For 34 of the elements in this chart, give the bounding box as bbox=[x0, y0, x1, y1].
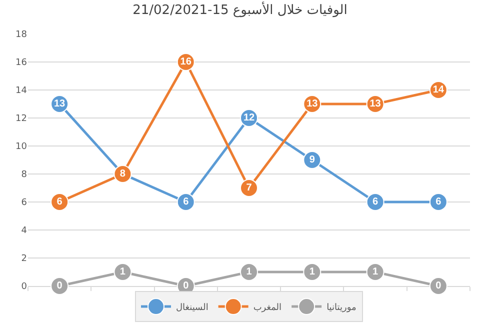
data-label: 6 bbox=[436, 196, 442, 208]
data-label: 1 bbox=[309, 266, 316, 278]
y-tick-label: 2 bbox=[21, 254, 27, 264]
y-tick-label: 16 bbox=[16, 58, 28, 68]
data-label: 12 bbox=[243, 112, 255, 124]
data-label: 6 bbox=[372, 196, 379, 208]
data-label: 7 bbox=[246, 182, 252, 194]
y-tick-label: 0 bbox=[21, 282, 28, 292]
chart-title: الوفيات خلال الأسبوع 15-21/02/2021 bbox=[132, 1, 348, 18]
data-label: 0 bbox=[183, 280, 190, 292]
data-label: 0 bbox=[56, 280, 63, 292]
data-label: 8 bbox=[120, 168, 126, 180]
data-label: 13 bbox=[370, 98, 382, 110]
data-label: 6 bbox=[183, 196, 190, 208]
y-tick-label: 6 bbox=[21, 198, 28, 208]
data-label: 14 bbox=[432, 84, 444, 96]
legend-label: السينغال bbox=[176, 303, 208, 314]
data-label: 1 bbox=[246, 266, 252, 278]
legend-label: موريتانيا bbox=[326, 303, 356, 314]
y-tick-label: 18 bbox=[16, 30, 28, 40]
data-label: 9 bbox=[309, 154, 316, 166]
data-label: 16 bbox=[180, 56, 192, 68]
data-label: 1 bbox=[372, 266, 379, 278]
y-tick-label: 8 bbox=[21, 170, 28, 180]
y-tick-label: 10 bbox=[16, 142, 28, 152]
data-label: 13 bbox=[306, 98, 318, 110]
legend-label: المغرب bbox=[253, 303, 282, 314]
data-label: 13 bbox=[54, 98, 66, 110]
data-label: 1 bbox=[120, 266, 126, 278]
y-tick-label: 4 bbox=[21, 226, 28, 236]
y-tick-label: 12 bbox=[16, 114, 27, 124]
data-label: 0 bbox=[436, 280, 442, 292]
y-tick-label: 14 bbox=[16, 86, 28, 96]
data-label: 6 bbox=[56, 196, 63, 208]
